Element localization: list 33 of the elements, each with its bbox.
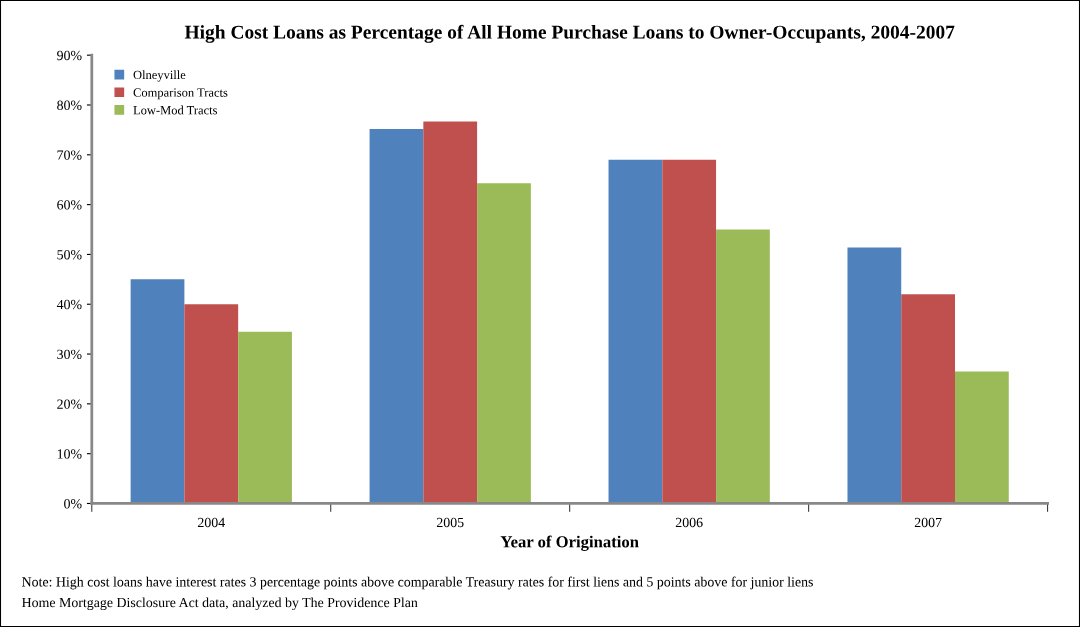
y-tick-label: 30% <box>57 349 82 360</box>
chart-title: High Cost Loans as Percentage of All Home Purchase Loans to Owner-Occupants, 2004-2007 <box>184 24 955 43</box>
text: Home Mortgage Disclosure Act data, analyzed by The Providence Plan <box>22 597 418 611</box>
bar <box>847 247 902 504</box>
x-tick-label: 2007 <box>914 517 942 528</box>
bar <box>608 159 663 504</box>
y-tick-label: 50% <box>57 250 82 260</box>
legend-label: Low-Mod Tracts <box>133 105 217 115</box>
bar <box>662 159 717 504</box>
x-tick-label: 2005 <box>436 517 464 528</box>
y-tick-label: 70% <box>57 150 82 160</box>
bar <box>369 128 424 504</box>
y-tick-label: 60% <box>57 200 82 210</box>
bar <box>238 331 292 504</box>
x-axis-title: Year of Origination <box>500 535 639 551</box>
bar <box>130 279 185 504</box>
bar <box>955 371 1009 504</box>
y-tick-label: 80% <box>57 100 82 110</box>
legend-label: Comparison Tracts <box>133 88 228 100</box>
x-tick-label: 2006 <box>675 517 703 528</box>
y-tick-label: 0% <box>64 499 82 509</box>
bar <box>716 229 770 504</box>
y-tick-label: 40% <box>56 299 82 310</box>
y-tick-label: 20% <box>57 399 82 409</box>
legend-label: Olneyville <box>133 70 186 82</box>
bar <box>423 121 478 504</box>
y-tick-label: 10% <box>57 449 82 459</box>
y-tick-label: 90% <box>57 50 82 61</box>
x-tick-label: 2004 <box>198 517 225 528</box>
bar <box>477 183 531 504</box>
bar <box>901 294 956 504</box>
bar <box>184 304 239 504</box>
text: Note: High cost loans have interest rates 3 percentage points above comparable Treasury rates for first liens and 5 points above for junior liens <box>22 576 813 590</box>
